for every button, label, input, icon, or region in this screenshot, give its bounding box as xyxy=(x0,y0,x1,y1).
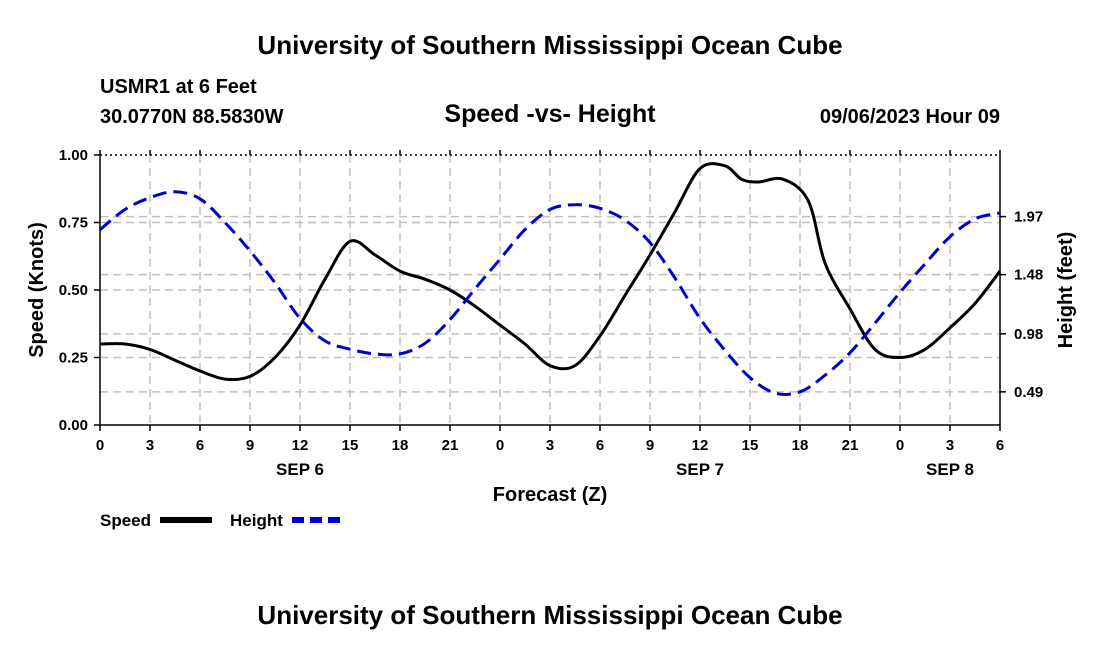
axis-labels: Forecast (Z) Speed (Knots) Height (feet) xyxy=(26,222,1077,506)
height-series-line xyxy=(99,190,1001,396)
y-tick-label: 1.00 xyxy=(59,147,88,164)
x-tick-label: 15 xyxy=(742,437,759,454)
x-tick-label: 6 xyxy=(596,437,604,454)
y2-tick-label: 1.97 xyxy=(1014,209,1043,226)
main-title: University of Southern Mississippi Ocean… xyxy=(257,30,843,60)
y-axis-label: Speed (Knots) xyxy=(26,222,48,358)
date-label: SEP 6 xyxy=(276,460,324,479)
x-axis-label: Forecast (Z) xyxy=(493,484,607,506)
x-tick-label: 12 xyxy=(292,437,309,454)
x-tick-label: 18 xyxy=(392,437,409,454)
x-tick-label: 6 xyxy=(196,437,204,454)
x-tick-label: 21 xyxy=(442,437,459,454)
footer-title: University of Southern Mississippi Ocean… xyxy=(257,600,843,630)
x-tick-label: 3 xyxy=(946,437,954,454)
grid xyxy=(100,155,1000,425)
x-tick-label: 9 xyxy=(246,437,254,454)
x-tick-label: 9 xyxy=(646,437,654,454)
y-tick-label: 0.75 xyxy=(59,215,88,232)
y2-tick-label: 0.49 xyxy=(1014,384,1043,401)
date-label: SEP 7 xyxy=(676,460,724,479)
series xyxy=(99,162,1002,396)
legend-speed-label: Speed xyxy=(100,511,151,530)
y-tick-label: 0.25 xyxy=(59,350,88,367)
x-tick-label: 12 xyxy=(692,437,709,454)
x-tick-label: 3 xyxy=(146,437,154,454)
coordinates-label: 30.0770N 88.5830W xyxy=(100,106,284,128)
x-tick-label: 3 xyxy=(546,437,554,454)
x-tick-label: 18 xyxy=(792,437,809,454)
x-tick-label: 6 xyxy=(996,437,1004,454)
x-tick-label: 21 xyxy=(842,437,859,454)
axes: 0 3 6 9 12 15 18 21 0 3 6 9 12 15 18 21 0 3 6 SEP 6 SEP 7 SEP… xyxy=(59,147,1043,479)
y2-tick-label: 0.98 xyxy=(1014,326,1043,343)
timestamp-label: 09/06/2023 Hour 09 xyxy=(819,106,1000,128)
station-label: USMR1 at 6 Feet xyxy=(100,76,257,98)
x-tick-label: 0 xyxy=(896,437,904,454)
chart-title: Speed -vs- Height xyxy=(444,100,656,128)
x-tick-label: 0 xyxy=(96,437,104,454)
y2-tick-label: 1.48 xyxy=(1014,267,1043,284)
x-tick-label: 0 xyxy=(496,437,504,454)
x-tick-label: 15 xyxy=(342,437,359,454)
y-tick-label: 0.00 xyxy=(59,417,88,434)
legend-height-label: Height xyxy=(230,511,283,530)
legend: Speed Height xyxy=(100,511,344,530)
y2-axis-label: Height (feet) xyxy=(1055,232,1077,349)
speed-series-line xyxy=(99,162,1002,382)
date-label: SEP 8 xyxy=(926,460,974,479)
y-tick-label: 0.50 xyxy=(59,282,88,299)
